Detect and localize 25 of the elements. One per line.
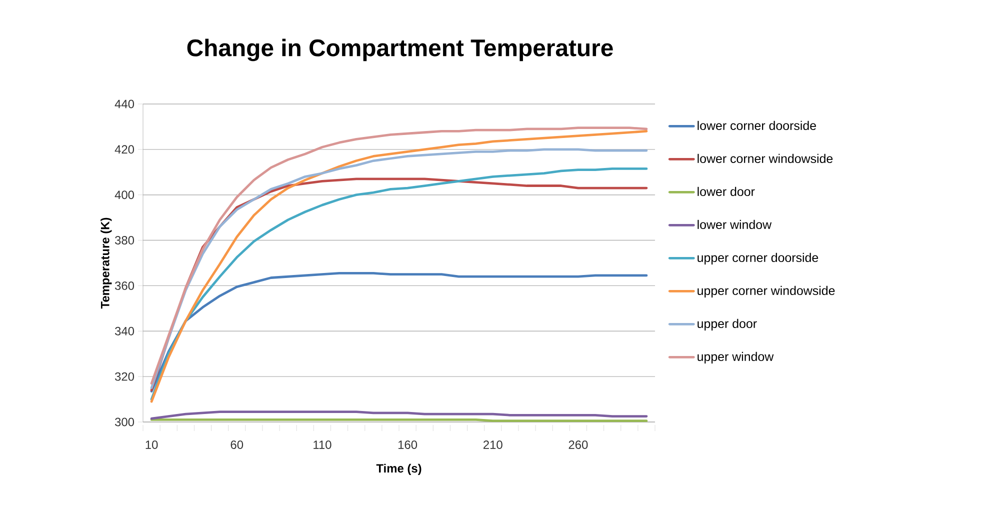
x-tick-label: 60 bbox=[230, 440, 244, 449]
x-tick-label: 260 bbox=[568, 440, 588, 449]
x-axis-title: Time (s) bbox=[376, 464, 422, 475]
y-tick-label: 340 bbox=[114, 326, 134, 336]
y-tick-label: 400 bbox=[114, 190, 134, 200]
y-tick-label: 300 bbox=[114, 418, 134, 426]
legend-label: upper corner doorside bbox=[698, 252, 818, 265]
x-tick-label: 160 bbox=[398, 440, 418, 449]
chart-title: Change in Compartment Temperature bbox=[187, 38, 613, 62]
legend-label: upper corner windowside bbox=[698, 286, 835, 298]
legend-label: lower door bbox=[698, 186, 755, 196]
x-tick-label: 10 bbox=[146, 440, 158, 449]
y-axis-title: Temperature (K) bbox=[100, 218, 112, 309]
legend-label: lower corner windowside bbox=[698, 154, 833, 164]
legend-label: upper window bbox=[698, 352, 774, 364]
x-tick-label: 110 bbox=[314, 440, 332, 449]
x-tick-label: 210 bbox=[483, 440, 502, 449]
y-tick-label: 440 bbox=[114, 100, 134, 108]
y-tick-label: 320 bbox=[114, 372, 134, 381]
legend-label: lower window bbox=[698, 220, 772, 230]
legend-label: lower corner doorside bbox=[698, 120, 816, 130]
y-tick-label: 360 bbox=[114, 281, 134, 290]
legend-label: upper door bbox=[698, 318, 757, 331]
y-tick-label: 380 bbox=[114, 236, 134, 244]
y-tick-label: 420 bbox=[114, 145, 134, 154]
